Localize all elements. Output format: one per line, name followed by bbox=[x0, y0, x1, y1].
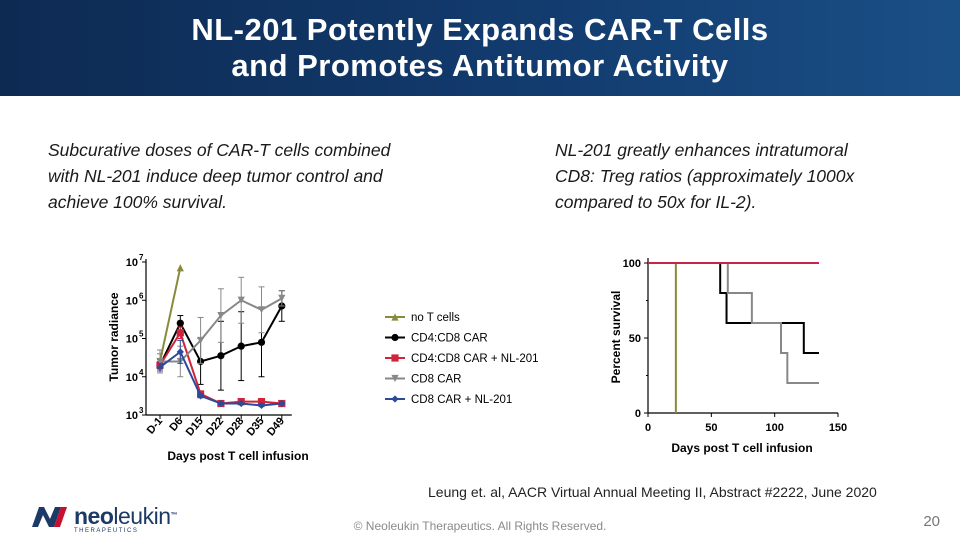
left-description: Subcurative doses of CAR-T cells combine… bbox=[48, 137, 468, 215]
data-point bbox=[257, 401, 266, 410]
x-tick-label: 50 bbox=[705, 422, 717, 434]
y-tick-exponent: 5 bbox=[139, 330, 144, 339]
left-description-line: achieve 100% survival. bbox=[48, 192, 227, 212]
y-tick-label: 0 bbox=[635, 408, 641, 420]
data-point bbox=[257, 306, 266, 314]
y-tick-exponent: 4 bbox=[139, 368, 144, 377]
citation: Leung et. al, AACR Virtual Annual Meetin… bbox=[428, 484, 877, 500]
y-tick-label: 100 bbox=[623, 258, 641, 270]
logo-word-light: leukin bbox=[113, 503, 171, 529]
slide-title-line2: and Promotes Antitumor Activity bbox=[231, 48, 729, 83]
data-point bbox=[197, 392, 205, 400]
x-tick-label: D-1 bbox=[145, 415, 166, 436]
x-tick-label: D28 bbox=[224, 415, 246, 438]
radiance-legend: no T cells CD4:CD8 CAR CD4:CD8 CAR + NL-20… bbox=[385, 312, 539, 406]
legend-marker bbox=[391, 313, 399, 321]
radiance-series bbox=[156, 264, 286, 410]
series-line bbox=[159, 267, 182, 362]
x-tick-label: D22 bbox=[204, 415, 226, 438]
data-point bbox=[237, 342, 245, 350]
survival-y-axis-label: Percent survival bbox=[609, 291, 623, 384]
y-tick-exponent: 6 bbox=[139, 291, 144, 300]
y-tick-exponent: 3 bbox=[139, 406, 144, 415]
data-point bbox=[176, 319, 184, 327]
logo-trademark: ™ bbox=[170, 512, 178, 519]
right-description: NL-201 greatly enhances intratumoral CD8… bbox=[555, 137, 935, 215]
legend-label: CD4:CD8 CAR + NL-201 bbox=[411, 353, 539, 365]
legend-marker bbox=[391, 395, 399, 403]
survival-line-no T cells bbox=[648, 262, 677, 413]
page-number: 20 bbox=[923, 513, 940, 530]
left-description-line: with NL-201 induce deep tumor control an… bbox=[48, 166, 383, 186]
survival-axes: 0 50 100 0 50 100 150 bbox=[623, 258, 847, 434]
right-description-line: compared to 50x for IL-2). bbox=[555, 192, 757, 212]
survival-line-CD8 CAR bbox=[648, 262, 819, 384]
data-point bbox=[156, 357, 164, 366]
logo-wordmark: neoleukin™ bbox=[74, 503, 178, 529]
survival-line-CD4:CD8 CAR bbox=[648, 262, 819, 354]
data-point bbox=[217, 311, 225, 320]
data-point bbox=[257, 398, 266, 406]
x-tick-label: D35 bbox=[245, 415, 267, 438]
data-point bbox=[278, 294, 286, 302]
data-point bbox=[176, 264, 184, 272]
x-tick-label: 0 bbox=[645, 422, 651, 434]
title-banner bbox=[0, 0, 960, 96]
right-description-line: CD8: Treg ratios (approximately 1000x bbox=[555, 166, 855, 186]
slide-title-line1: NL-201 Potently Expands CAR-T Cells bbox=[191, 12, 769, 47]
legend-marker bbox=[391, 354, 399, 362]
data-point bbox=[176, 329, 184, 337]
left-description-line: Subcurative doses of CAR-T cells combine… bbox=[48, 140, 391, 160]
legend-label: CD8 CAR bbox=[411, 374, 461, 386]
legend-label: CD4:CD8 CAR bbox=[411, 333, 488, 345]
data-point bbox=[237, 296, 245, 304]
y-tick-label: 50 bbox=[629, 333, 641, 345]
y-tick-label: 10 bbox=[126, 295, 138, 307]
radiance-x-axis-label: Days post T cell infusion bbox=[167, 449, 308, 463]
x-tick-label: 150 bbox=[829, 422, 847, 434]
data-point bbox=[257, 338, 266, 346]
survival-series bbox=[648, 262, 819, 413]
company-logo: neoleukin™ THERAPEUTICS bbox=[30, 505, 177, 534]
radiance-y-axis-label: Tumor radiance bbox=[107, 292, 121, 381]
right-description-line: NL-201 greatly enhances intratumoral bbox=[555, 140, 848, 160]
legend-label: CD8 CAR + NL-201 bbox=[411, 394, 512, 406]
y-tick-exponent: 7 bbox=[139, 253, 144, 262]
data-point bbox=[197, 336, 205, 345]
x-tick-label: D15 bbox=[184, 415, 206, 438]
survival-x-axis-label: Days post T cell infusion bbox=[671, 441, 812, 455]
y-tick-label: 10 bbox=[126, 334, 138, 346]
survival-chart: 0 50 100 0 50 100 150 Percent survival Days po… bbox=[609, 258, 847, 455]
data-point bbox=[156, 363, 164, 371]
data-point bbox=[217, 352, 225, 360]
copyright-footer: © Neoleukin Therapeutics. All Rights Res… bbox=[353, 519, 607, 533]
logo-subtitle: THERAPEUTICS bbox=[74, 528, 139, 534]
y-tick-label: 10 bbox=[126, 372, 138, 384]
neoleukin-logo-icon bbox=[32, 507, 67, 527]
legend-marker bbox=[391, 374, 399, 383]
logo-word-bold: neo bbox=[74, 503, 114, 529]
legend-marker bbox=[391, 333, 399, 342]
y-tick-label: 10 bbox=[126, 257, 138, 269]
x-tick-label: D49 bbox=[265, 415, 287, 438]
y-tick-label: 10 bbox=[126, 410, 138, 422]
x-tick-label: 100 bbox=[765, 422, 783, 434]
legend-label: no T cells bbox=[411, 312, 460, 324]
